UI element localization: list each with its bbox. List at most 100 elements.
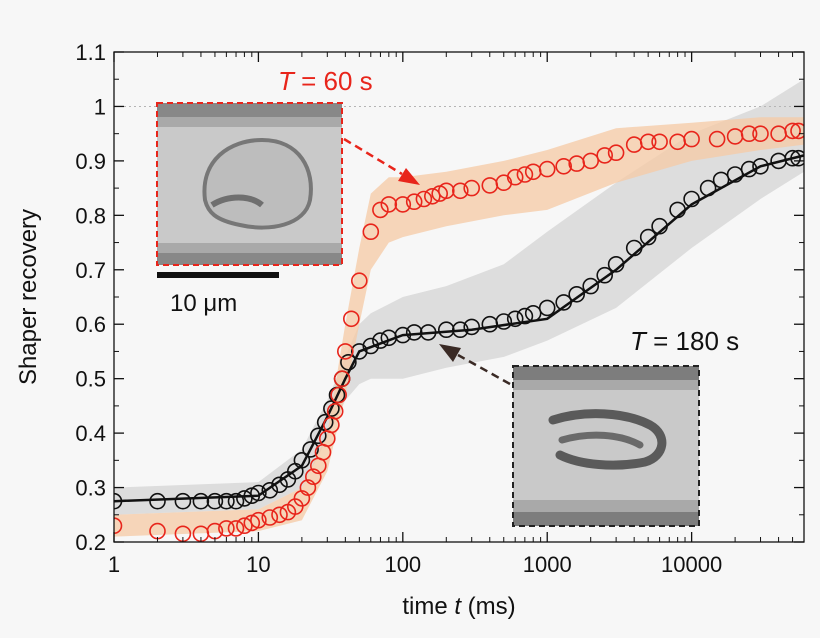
- scale-bar: 10 μm: [157, 272, 279, 317]
- inset-image-t180: [512, 365, 700, 527]
- data-point-series-1: [740, 160, 758, 178]
- data-point-series-1: [419, 324, 437, 341]
- data-point-series-1: [538, 299, 556, 317]
- fit-curve-series-1: [114, 154, 804, 503]
- data-point-series-1: [784, 149, 801, 167]
- data-point-series-0: [415, 190, 433, 208]
- data-point-series-0: [423, 188, 441, 205]
- data-point-series-0: [437, 182, 455, 200]
- data-point-series-1: [582, 277, 600, 295]
- y-tick-labels: 0.2 0.3 0.4 0.5 0.6 0.7 0.8 0.9 1 1.1: [75, 40, 106, 555]
- x-tick-label: 10: [246, 552, 270, 577]
- data-point-series-1: [607, 255, 625, 273]
- data-point-series-1: [372, 332, 389, 349]
- y-tick-label: 0.6: [75, 312, 106, 337]
- data-point-series-1: [651, 217, 668, 235]
- arrow-t180: [439, 344, 511, 386]
- x-tick-label: 1000: [523, 552, 572, 577]
- y-tick-label: 0.9: [75, 149, 106, 174]
- y-tick-label: 0.3: [75, 476, 106, 501]
- data-point-series-1: [206, 492, 224, 510]
- data-point-series-1: [293, 451, 311, 469]
- error-bands: [114, 79, 804, 537]
- annotation-t180: T = 180 s: [630, 326, 739, 356]
- data-point-series-0: [740, 125, 758, 142]
- arrow-t60: [343, 137, 420, 185]
- data-point-series-1: [451, 321, 469, 339]
- data-point-series-0: [394, 196, 412, 213]
- data-point-series-0: [372, 201, 389, 219]
- data-point-series-1: [236, 490, 253, 507]
- data-point-series-0: [790, 122, 804, 140]
- data-point-series-0: [596, 147, 614, 164]
- band-series-0: [114, 117, 804, 537]
- y-tick-label: 0.5: [75, 367, 106, 392]
- data-point-series-0: [330, 386, 348, 404]
- data-point-series-0: [607, 144, 625, 161]
- y-axis-title: Shaper recovery: [15, 209, 42, 385]
- data-point-series-1: [524, 304, 542, 322]
- data-point-series-0: [639, 133, 657, 151]
- data-point-series-1: [302, 441, 319, 458]
- x-tick-label: 1: [108, 552, 120, 577]
- data-point-series-1: [790, 149, 804, 167]
- band-series-1: [114, 79, 804, 515]
- data-point-series-1: [218, 492, 235, 510]
- data-point-series-0: [451, 182, 469, 200]
- x-axis-title: time t (ms): [402, 593, 515, 620]
- annotation-t60: T = 60 s: [278, 66, 373, 96]
- data-point-series-1: [250, 484, 267, 502]
- data-point-series-0: [236, 517, 253, 535]
- data-point-series-0: [250, 511, 267, 529]
- x-tick-label: 100: [384, 552, 421, 577]
- data-points: [114, 122, 804, 542]
- data-point-series-1: [192, 492, 210, 510]
- data-point-series-0: [362, 223, 380, 240]
- data-point-series-1: [114, 492, 123, 510]
- data-point-series-0: [708, 130, 726, 148]
- data-point-series-1: [362, 337, 380, 355]
- data-point-series-1: [149, 492, 166, 510]
- data-point-series-0: [784, 122, 801, 140]
- data-point-series-1: [555, 294, 573, 311]
- data-point-series-1: [596, 266, 614, 284]
- data-point-series-1: [712, 171, 730, 189]
- data-point-series-0: [555, 158, 573, 175]
- data-point-series-0: [651, 133, 668, 151]
- data-point-series-0: [333, 370, 351, 388]
- data-point-series-0: [538, 160, 556, 178]
- y-tick-label: 1.1: [75, 40, 106, 65]
- data-point-series-1: [568, 285, 586, 303]
- axis-ticks: [113, 51, 805, 543]
- data-point-series-1: [625, 239, 643, 257]
- data-point-series-0: [506, 168, 524, 186]
- data-point-series-1: [394, 326, 412, 344]
- data-point-series-1: [699, 179, 717, 197]
- fit-curves: [114, 154, 804, 503]
- data-point-series-0: [380, 196, 398, 213]
- y-tick-label: 0.4: [75, 421, 106, 446]
- data-point-series-1: [495, 313, 513, 330]
- data-point-series-0: [218, 520, 235, 537]
- data-point-series-1: [437, 321, 455, 339]
- data-point-series-0: [683, 130, 700, 148]
- data-point-series-1: [463, 318, 481, 336]
- x-tick-label: 10000: [661, 552, 722, 577]
- data-point-series-0: [342, 310, 360, 328]
- data-point-series-1: [516, 307, 534, 325]
- data-point-series-1: [639, 228, 657, 246]
- data-point-series-0: [405, 193, 423, 210]
- data-point-series-0: [752, 125, 769, 142]
- data-point-series-0: [516, 166, 534, 183]
- data-point-series-0: [463, 179, 481, 197]
- scale-bar-label: 10 μm: [170, 290, 237, 317]
- data-point-series-1: [271, 476, 288, 494]
- data-point-series-1: [227, 492, 245, 510]
- x-tick-labels: 1 10 100 1000 10000: [108, 552, 722, 577]
- data-point-series-0: [326, 402, 344, 420]
- data-point-series-1: [752, 158, 769, 175]
- inset-image-t60: [156, 102, 343, 266]
- y-tick-label: 0.2: [75, 530, 106, 555]
- data-point-series-1: [683, 190, 700, 208]
